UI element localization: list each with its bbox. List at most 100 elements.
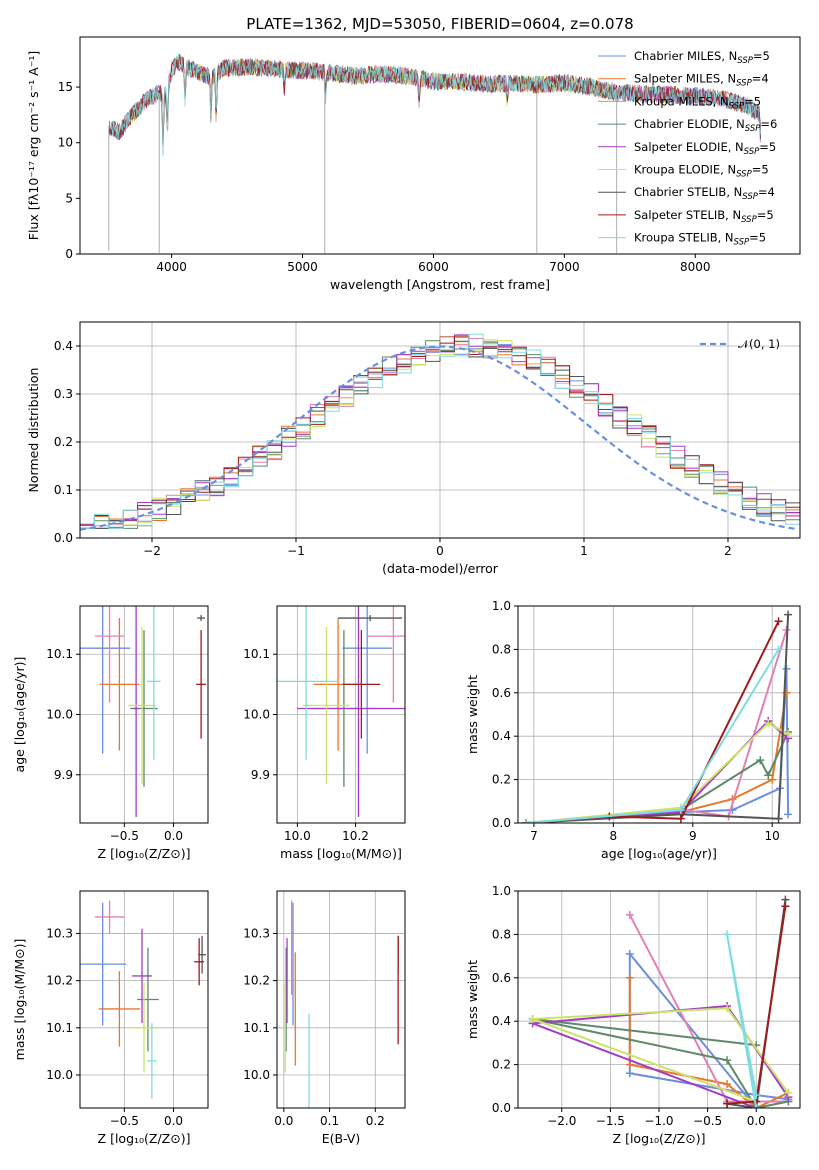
- x-tick-label: 0.0: [164, 1114, 183, 1128]
- x-tick-label: 10: [765, 829, 780, 843]
- legend-subscript: SSP: [742, 192, 758, 202]
- legend-subscript: SSP: [729, 101, 745, 111]
- legend-label: 𝒩(0, 1): [738, 337, 780, 351]
- x-axis-label: wavelength [Angstrom, rest frame]: [330, 277, 550, 292]
- residuals-axes: [76, 322, 800, 542]
- legend-label: Kroupa MILES, NSSP=5: [634, 94, 761, 111]
- weight-marker: [723, 1099, 732, 1108]
- legend-subscript: SSP: [736, 79, 752, 89]
- weight-marker: [521, 819, 530, 823]
- y-tick-label: 9.9: [54, 768, 73, 782]
- x-tick-label: 8: [610, 829, 618, 843]
- x-tick-label: 2: [724, 544, 732, 558]
- weight-marker: [764, 771, 773, 780]
- legend-subscript: SSP: [736, 170, 752, 180]
- x-axis-label: Z [log₁₀(Z/Z⊙)]: [613, 1131, 706, 1146]
- legend-label: Chabrier STELIB, NSSP=4: [634, 185, 775, 202]
- y-axis-label: mass weight: [465, 675, 480, 754]
- x-axis-label: E(B-V): [322, 1131, 361, 1146]
- y-tick-label: 0.4: [492, 729, 511, 743]
- x-tick-label: −0.5: [693, 1114, 722, 1128]
- y-tick-label: 9.9: [251, 768, 270, 782]
- legend-value: =4: [752, 72, 769, 86]
- mass-vs-Z-plot-area: [80, 900, 207, 1099]
- y-tick-label: 0.0: [54, 531, 73, 545]
- histogram-step: [80, 333, 800, 529]
- mass-vs-EBV-axes: [273, 891, 405, 1112]
- weight-marker: [723, 1080, 732, 1089]
- weight-marker: [774, 814, 783, 823]
- age-vs-mass-axes: [273, 606, 405, 827]
- weight-line: [525, 620, 780, 823]
- legend-value: =5: [753, 49, 770, 63]
- weight-marker: [625, 949, 634, 958]
- x-tick-label: −1.5: [596, 1114, 625, 1128]
- spectrum-line: [109, 53, 762, 157]
- x-tick-label: −1.0: [644, 1114, 673, 1128]
- y-tick-label: 0.6: [492, 686, 511, 700]
- weight-marker: [528, 1015, 537, 1024]
- x-tick-label: 7: [530, 829, 538, 843]
- legend-label: Salpeter MILES, NSSP=4: [634, 72, 769, 89]
- mass-vs-EBV-plot-area: [284, 900, 399, 1108]
- weight-marker: [784, 730, 793, 739]
- weight-marker: [723, 1004, 732, 1013]
- y-tick-label: 0.8: [492, 927, 511, 941]
- legend-label: Kroupa ELODIE, NSSP=5: [634, 163, 769, 180]
- weight-marker: [774, 645, 783, 654]
- x-tick-label: 4000: [156, 260, 187, 274]
- weight-marker: [723, 930, 732, 939]
- y-tick-label: 10.0: [243, 1068, 270, 1082]
- y-tick-label: 0.3: [54, 387, 73, 401]
- legend-value: =5: [749, 231, 766, 245]
- weight-marker: [764, 719, 773, 728]
- y-axis-label: Flux [fλ10⁻¹⁷ erg cm⁻² s⁻¹ A⁻¹]: [26, 51, 41, 240]
- weight-marker: [784, 1088, 793, 1097]
- figure-title: PLATE=1362, MJD=53050, FIBERID=0604, z=0…: [246, 15, 633, 33]
- weight-marker: [768, 775, 777, 784]
- spectrum-legend: Chabrier MILES, NSSP=5 Salpeter MILES, NS…: [598, 49, 777, 248]
- weight-marker: [781, 902, 790, 911]
- x-tick-label: 1: [580, 544, 588, 558]
- legend-value: =4: [758, 185, 775, 199]
- x-tick-label: −0.5: [110, 829, 139, 843]
- age-vs-mass-frame: [276, 605, 406, 824]
- x-tick-label: 0: [436, 544, 444, 558]
- weight-vs-Z-plot-area: [528, 895, 793, 1108]
- y-tick-label: 10.1: [243, 1021, 270, 1035]
- spectrum-line: [108, 54, 761, 139]
- y-tick-label: 0.0: [492, 1101, 511, 1115]
- y-tick-label: 0.4: [54, 339, 73, 353]
- weight-marker: [784, 810, 793, 819]
- weight-marker: [784, 610, 793, 619]
- y-tick-label: 10.1: [243, 647, 270, 661]
- y-axis-label: mass weight: [465, 960, 480, 1039]
- y-tick-label: 10.1: [46, 1021, 73, 1035]
- x-axis-label: mass [log₁₀(M/M⊙)]: [280, 846, 402, 861]
- weight-marker: [774, 617, 783, 626]
- legend-value: =5: [752, 163, 769, 177]
- x-tick-label: 6000: [418, 260, 449, 274]
- legend-value: =5: [759, 140, 776, 154]
- weight-marker: [723, 1056, 732, 1065]
- weight-marker: [625, 910, 634, 919]
- weight-line: [532, 1007, 790, 1103]
- mass-vs-Z-frame: [79, 890, 209, 1109]
- y-tick-label: 10.0: [46, 1068, 73, 1082]
- weight-marker: [625, 1060, 634, 1069]
- weight-vs-age-frame: [517, 605, 801, 824]
- weight-marker: [752, 1090, 761, 1099]
- legend-label: Salpeter STELIB, NSSP=5: [634, 208, 774, 225]
- x-tick-label: −2.0: [547, 1114, 576, 1128]
- y-tick-label: 0.8: [492, 642, 511, 656]
- y-tick-label: 0.6: [492, 971, 511, 985]
- residuals-frame: [79, 321, 801, 539]
- y-tick-label: 10.0: [243, 708, 270, 722]
- x-tick-label: 5000: [287, 260, 318, 274]
- weight-line: [525, 629, 788, 823]
- legend-subscript: SSP: [734, 238, 750, 248]
- weight-line: [525, 614, 790, 823]
- x-axis-label: age [log₁₀(age/yr)]: [601, 846, 717, 861]
- weight-vs-age-axes: [514, 605, 800, 827]
